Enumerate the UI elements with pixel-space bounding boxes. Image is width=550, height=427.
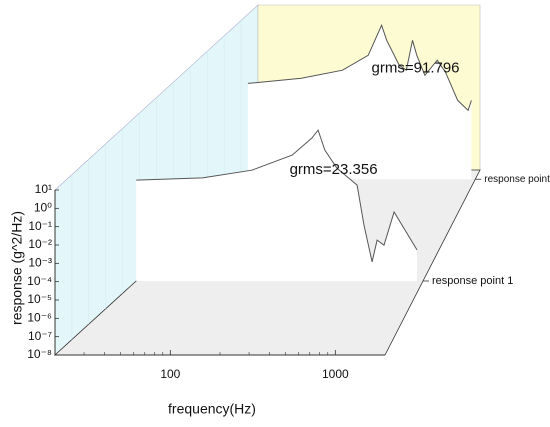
y-tick-label: 10⁻⁵ (27, 292, 52, 306)
y-tick-label: 10⁻⁸ (27, 347, 52, 361)
x-axis-label: frequency(Hz) (168, 401, 256, 417)
x-tick-label: 100 (160, 367, 180, 381)
response-curve (136, 129, 418, 263)
series-label: response point 1 (432, 275, 513, 287)
y-tick-label: 10¹ (35, 182, 52, 196)
y-tick-label: 10⁻⁴ (27, 274, 52, 288)
y-tick-label: 10⁻⁷ (28, 329, 52, 343)
grms-annotation: grms=91.796 (372, 59, 460, 76)
y-axis-label: response (g^2/Hz) (9, 211, 25, 325)
grms-annotation: grms=23.356 (290, 161, 378, 178)
y-tick-label: 10⁻⁶ (27, 311, 52, 325)
response-panel (247, 25, 472, 180)
series-label: response point 2 (484, 174, 550, 185)
y-tick-label: 10⁻¹ (28, 219, 52, 233)
y-tick-label: 10⁻² (28, 237, 52, 251)
y-tick-label: 10⁰ (34, 201, 52, 215)
y-tick-label: 10⁻³ (28, 256, 52, 270)
x-tick-label: 1000 (322, 367, 349, 381)
response-curve (247, 23, 472, 112)
response-panel (136, 130, 417, 281)
